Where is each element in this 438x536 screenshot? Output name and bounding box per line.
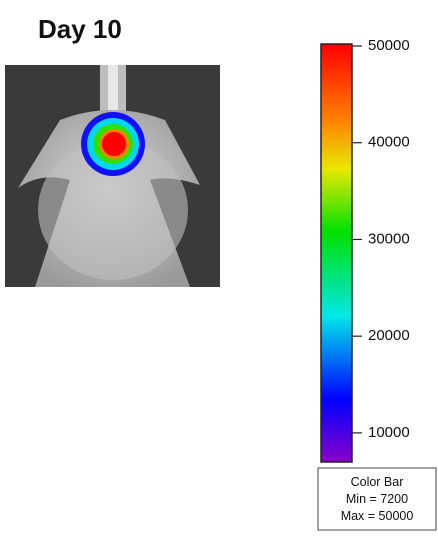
legend-line: Min = 7200: [346, 492, 408, 506]
legend-line: Max = 50000: [341, 509, 414, 523]
mouse-image: [5, 65, 220, 287]
legend-line: Color Bar: [351, 475, 404, 489]
color-bar: [321, 44, 352, 462]
tick-label: 30000: [368, 230, 410, 247]
tick-label: 50000: [368, 37, 410, 54]
page: Day 10 10000 20000 30000 40000 50000 Color Ba…: [0, 0, 438, 536]
tick-label: 40000: [368, 134, 410, 151]
tick-label: 20000: [368, 327, 410, 344]
tick-label: 10000: [368, 424, 410, 441]
title: Day 10: [38, 14, 122, 44]
figure: Day 10 10000 20000 30000 40000 50000 Color Ba…: [0, 0, 438, 536]
